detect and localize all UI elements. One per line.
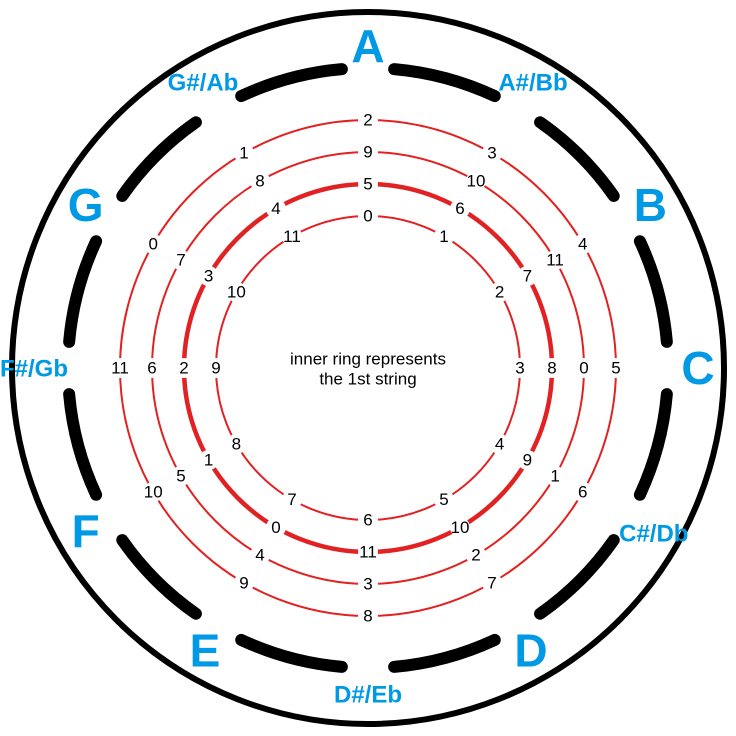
arc-segment [540,540,614,614]
fret-number: 3 [487,144,496,163]
fret-number: 0 [271,518,280,537]
arc-segment [69,241,96,342]
fret-number: 6 [455,199,464,218]
fret-number: 1 [550,466,559,485]
note-label: F#/Gb [0,355,68,382]
note-label: D#/Eb [334,681,402,708]
fret-number: 3 [515,358,524,377]
fret-number: 9 [363,142,372,161]
fret-number: 11 [359,542,377,561]
note-label: G [68,179,104,231]
fret-number: 4 [271,199,280,218]
fret-number: 8 [547,358,556,377]
fret-number: 1 [439,227,448,246]
fret-number: 7 [176,250,185,269]
fret-number: 2 [471,546,480,565]
fret-number: 9 [239,573,248,592]
fret-number: 6 [147,358,156,377]
center-caption-line2: the 1st string [319,369,416,388]
fret-number: 2 [363,110,372,129]
fret-number: 7 [487,573,496,592]
arc-segment [241,640,342,667]
arc-segment [394,69,495,96]
fret-number: 11 [283,227,301,246]
arc-segment [540,122,614,196]
fret-number: 1 [204,450,213,469]
fret-number: 10 [467,171,486,190]
arc-segment [394,640,495,667]
arc-segment [122,540,196,614]
fret-number: 5 [363,174,372,193]
fret-number: 9 [523,450,532,469]
fret-number: 6 [578,482,587,501]
fret-number: 1 [239,144,248,163]
note-label: B [634,179,667,231]
arc-segment [640,394,667,495]
fret-number: 4 [578,234,587,253]
note-label: G#/Ab [168,70,239,97]
fret-number: 10 [144,482,163,501]
fret-number: 8 [255,171,264,190]
fret-number: 0 [148,234,157,253]
fret-number: 8 [363,606,372,625]
fret-number: 11 [546,250,564,269]
fret-number: 5 [439,490,448,509]
fret-number: 10 [451,518,470,537]
center-caption-line1: inner ring represents [290,349,446,368]
note-label: A#/Bb [498,70,567,97]
fret-number: 10 [227,282,246,301]
note-label: D [514,624,547,676]
fret-number: 5 [611,358,620,377]
fret-number: 4 [495,434,504,453]
fret-number: 7 [523,266,532,285]
fret-number: 0 [579,358,588,377]
note-label: C [681,342,714,394]
fret-number: 4 [255,546,264,565]
note-label: C#/Db [619,520,688,547]
arc-segment [69,394,96,495]
fret-number: 9 [211,358,220,377]
fret-number: 5 [176,466,185,485]
fret-number: 0 [363,206,372,225]
fret-number: 3 [363,574,372,593]
note-label: F [72,505,100,557]
arc-segment [241,69,342,96]
fret-number: 7 [287,490,296,509]
fret-number: 11 [111,358,129,377]
note-label: E [190,624,221,676]
fret-number: 8 [232,434,241,453]
fret-number: 6 [363,510,372,529]
arc-segment [122,122,196,196]
fret-circle-diagram: 2345678910110191011012345678567891011012… [0,0,736,736]
note-label: A [351,20,384,72]
fret-number: 2 [495,282,504,301]
fret-number: 3 [204,266,213,285]
fret-number: 2 [179,358,188,377]
arc-segment [640,241,667,342]
